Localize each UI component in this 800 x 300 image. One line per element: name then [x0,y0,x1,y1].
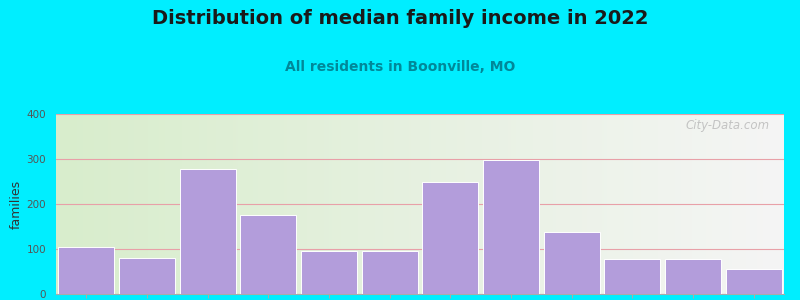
Bar [605,259,660,294]
Text: All residents in Boonville, MO: All residents in Boonville, MO [285,60,515,74]
Bar [665,259,721,294]
Text: Distribution of median family income in 2022: Distribution of median family income in … [152,9,648,28]
Y-axis label: families: families [10,179,22,229]
Text: City-Data.com: City-Data.com [686,119,770,132]
Bar [241,215,296,294]
Bar [180,169,235,294]
Bar [362,251,418,294]
Bar [422,182,478,294]
Bar [483,160,539,294]
Bar [119,258,175,294]
Bar [726,269,782,294]
Bar [58,247,114,294]
Bar [544,232,599,294]
Bar [301,251,357,294]
